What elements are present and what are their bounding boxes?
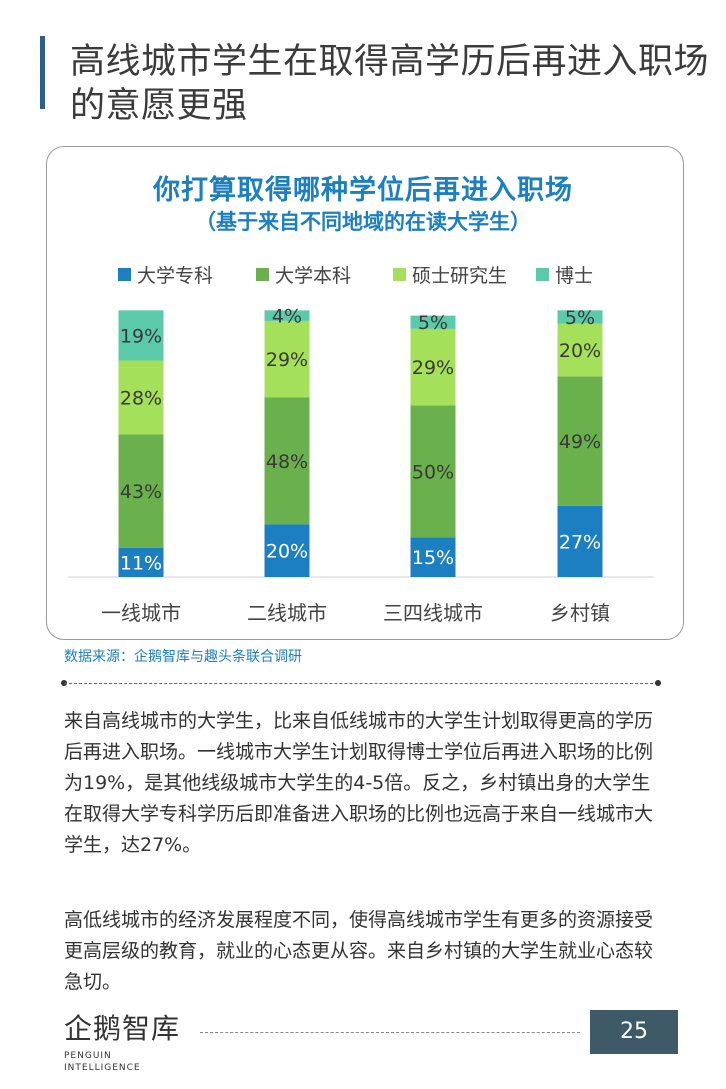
data-label: 43% [120, 481, 162, 503]
section-divider [64, 683, 658, 684]
footer-divider [200, 1032, 580, 1033]
divider-dot-right [655, 680, 661, 686]
bar-segment [410, 328, 456, 406]
data-label: 29% [412, 357, 454, 379]
legend-label: 大学本科 [275, 265, 351, 287]
bar-segment [118, 547, 164, 577]
bar-segment [264, 310, 310, 321]
data-label: 20% [559, 340, 601, 362]
category-label: 三四线城市 [383, 601, 483, 625]
legend-label: 硕士研究生 [412, 265, 507, 287]
logo-text: 企鹅智库 [64, 1012, 181, 1045]
data-label: 20% [266, 541, 308, 563]
data-label: 19% [120, 325, 162, 347]
data-label: 5% [565, 307, 595, 329]
legend-label: 大学专科 [137, 265, 213, 287]
data-label: 4% [272, 306, 302, 328]
data-label: 49% [559, 431, 601, 453]
legend-swatch [393, 268, 406, 281]
body-paragraph-1: 来自高线城市的大学生，比来自低线城市的大学生计划取得更高的学历后再进入职场。一线… [64, 710, 654, 856]
penguin-logo: 企鹅智库 PENGUIN INTELLIGENCE [64, 1012, 184, 1073]
bar-segment [557, 323, 603, 377]
bar-segment [118, 434, 164, 548]
bar-segment [410, 315, 456, 329]
bar-segment [264, 524, 310, 577]
title-accent-bar [40, 36, 45, 109]
data-label: 28% [120, 387, 162, 409]
bar-segment [410, 537, 456, 577]
data-label: 5% [418, 312, 448, 334]
bar-segment [118, 360, 164, 435]
chart-title: 你打算取得哪种学位后再进入职场 [153, 175, 573, 206]
bar-segment [264, 320, 310, 398]
chart-subtitle: （基于来自不同地域的在读大学生） [195, 210, 531, 234]
data-label: 29% [266, 349, 308, 371]
category-label: 一线城市 [101, 601, 181, 625]
bar-segment [557, 376, 603, 506]
bar-segment [410, 405, 456, 538]
category-label: 乡村镇 [550, 601, 610, 625]
data-label: 15% [412, 547, 454, 569]
legend-swatch [536, 268, 549, 281]
data-label: 27% [559, 531, 601, 553]
body-paragraph-2: 高低线城市的经济发展程度不同，使得高线城市学生有更多的资源接受更高层级的教育，就… [64, 909, 654, 993]
logo-subtext: PENGUIN INTELLIGENCE [64, 1051, 141, 1073]
bar-segment [557, 310, 603, 324]
bar-segment [118, 310, 164, 361]
data-source: 数据来源：企鹅智库与趣头条联合调研 [64, 649, 302, 665]
legend-label: 博士 [555, 265, 593, 287]
category-label: 二线城市 [247, 601, 327, 625]
page-title: 高线城市学生在取得高学历后再进入职场的意愿更强 [70, 42, 710, 126]
data-label: 50% [412, 461, 454, 483]
bar-segment [264, 397, 310, 525]
legend-swatch [256, 268, 269, 281]
legend-swatch [118, 268, 131, 281]
bar-segment [557, 505, 603, 577]
page-number: 25 [590, 1010, 678, 1054]
data-label: 11% [120, 552, 162, 574]
data-label: 48% [266, 451, 308, 473]
